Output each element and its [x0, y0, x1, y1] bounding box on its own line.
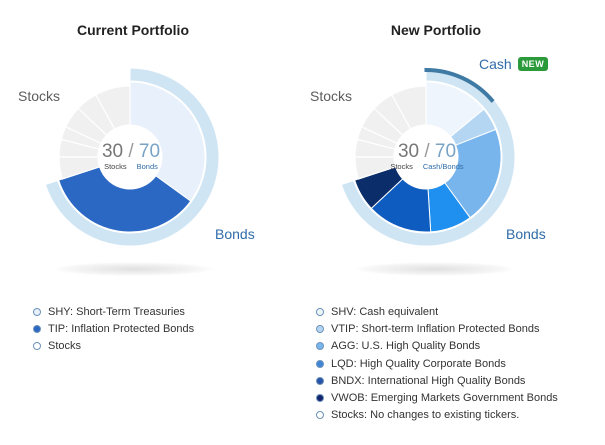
new-legend-label: BNDX: International High Quality Bonds: [331, 374, 526, 387]
bonds-highlight-band: [340, 67, 516, 247]
new-legend-label: VTIP: Short-term Inflation Protected Bon…: [331, 322, 540, 335]
new-legend-dot: [316, 376, 324, 385]
current-legend-item: SHY: Short-Term Treasuries: [33, 303, 194, 320]
current-legend-dot: [33, 307, 41, 316]
current-legend-label: TIP: Inflation Protected Bonds: [48, 322, 195, 335]
new-bonds-caption: Cash/Bonds: [422, 162, 464, 171]
current-bonds-caption: Bonds: [136, 162, 158, 171]
bonds-highlight-band: [44, 67, 220, 247]
new-legend-item: VWOB: Emerging Markets Government Bonds: [316, 389, 558, 406]
current-legend-dot: [33, 324, 41, 333]
new-bonds-label: Bonds: [506, 226, 546, 242]
new-legend-label: Stocks: No changes to existing tickers.: [331, 409, 520, 422]
current-stocks-label: Stocks: [18, 88, 61, 104]
current-stocks-pct: 30: [101, 141, 124, 162]
current-portfolio-donut: [44, 67, 220, 247]
current-portfolio-panel: Current Portfolio Stocks Bonds 30 / 70 S…: [0, 0, 302, 445]
current-legend-label: Stocks: [48, 340, 82, 353]
new-legend: SHV: Cash equivalent VTIP: Short-term In…: [316, 303, 558, 424]
new-legend-dot: [316, 342, 324, 351]
donut-hole: [394, 125, 458, 189]
new-legend-dot: [316, 359, 324, 368]
new-legend-item: BNDX: International High Quality Bonds: [316, 372, 558, 389]
new-stocks-caption: Stocks: [390, 162, 413, 171]
new-badge: NEW: [517, 57, 549, 71]
current-legend: SHY: Short-Term Treasuries TIP: Inflatio…: [33, 303, 194, 355]
new-portfolio-donut: [340, 67, 516, 247]
current-legend-item: Stocks: [33, 338, 194, 355]
current-legend-label: SHY: Short-Term Treasuries: [48, 305, 185, 318]
new-legend-label: SHV: Cash equivalent: [331, 305, 439, 318]
new-cash-label-group: Cash NEW: [479, 56, 549, 72]
new-ratio-separator: /: [424, 141, 430, 162]
new-portfolio-title: New Portfolio: [390, 22, 482, 38]
new-legend-label: AGG: U.S. High Quality Bonds: [331, 340, 481, 353]
current-portfolio-title: Current Portfolio: [77, 22, 189, 38]
new-legend-item: VTIP: Short-term Inflation Protected Bon…: [316, 320, 558, 337]
current-center-readout: 30 / 70 Stocks Bonds: [91, 141, 171, 172]
new-legend-label: LQD: High Quality Corporate Bonds: [331, 357, 506, 370]
current-legend-dot: [33, 342, 41, 351]
current-stocks-caption: Stocks: [104, 162, 127, 171]
new-legend-item: Stocks: No changes to existing tickers.: [316, 407, 558, 424]
current-ratio-separator: /: [128, 141, 134, 162]
new-legend-item: SHV: Cash equivalent: [316, 303, 558, 320]
current-chart-shadow: [54, 262, 214, 276]
new-legend-dot: [316, 324, 324, 333]
new-portfolio-panel: New Portfolio Stocks Cash NEW Bonds 30 /…: [303, 0, 605, 445]
new-cash-label: Cash: [479, 56, 512, 72]
new-chart-shadow: [355, 262, 515, 276]
new-legend-item: LQD: High Quality Corporate Bonds: [316, 355, 558, 372]
new-center-readout: 30 / 70 Stocks Cash/Bonds: [387, 141, 467, 172]
current-legend-item: TIP: Inflation Protected Bonds: [33, 320, 194, 337]
new-bonds-pct: 70: [434, 141, 457, 162]
new-legend-dot: [316, 411, 324, 420]
new-stocks-pct: 30: [397, 141, 420, 162]
new-legend-label: VWOB: Emerging Markets Government Bonds: [331, 392, 558, 405]
new-stocks-label: Stocks: [310, 88, 353, 104]
donut-hole: [98, 125, 162, 189]
new-legend-dot: [316, 394, 324, 403]
current-bonds-pct: 70: [138, 141, 161, 162]
new-legend-item: AGG: U.S. High Quality Bonds: [316, 338, 558, 355]
cash-highlight-arc: [424, 68, 495, 103]
new-legend-dot: [316, 307, 324, 316]
current-bonds-label: Bonds: [215, 226, 255, 242]
